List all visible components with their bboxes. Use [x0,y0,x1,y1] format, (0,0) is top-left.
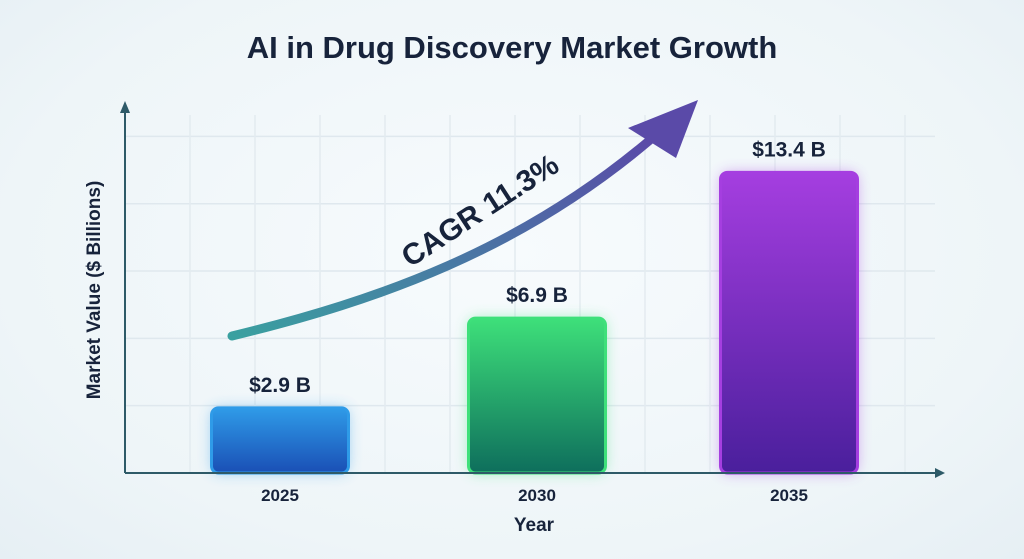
y-axis-arrow-icon [120,101,130,113]
data-label: $2.9 B [249,374,311,397]
data-label: $6.9 B [506,284,568,307]
x-axis-label: Year [513,515,555,536]
x-tick-label: 2025 [261,486,299,505]
x-tick-label: 2030 [518,486,556,505]
bar-2035 [719,170,859,475]
data-label: $13.4 B [752,138,826,161]
cagr-arrow [227,135,655,341]
bar-2030 [467,316,607,475]
x-tick-label: 2035 [770,486,808,505]
x-axis-arrow-icon [935,468,945,478]
chart-title: AI in Drug Discovery Market Growth [246,30,778,65]
cagr-arrow-head [628,100,698,158]
bar-2025 [210,406,350,475]
